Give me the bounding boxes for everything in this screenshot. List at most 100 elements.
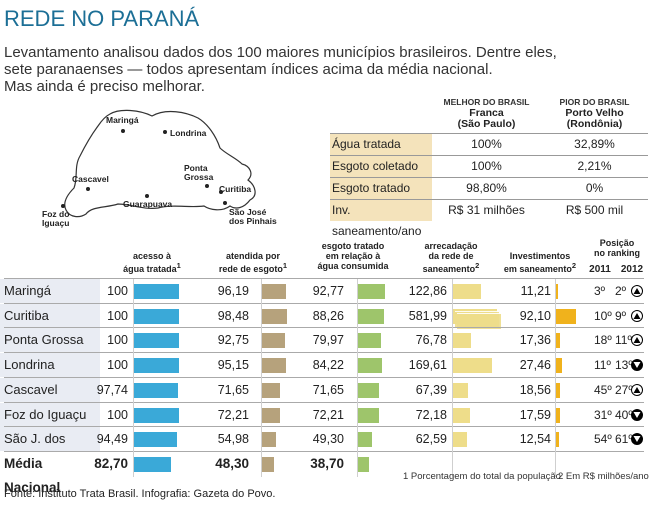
bar-arrecadacao (453, 382, 469, 398)
rank-2011: 54º (594, 432, 612, 447)
rank-2012: 2º (615, 284, 627, 298)
value-label-agua: 100 (107, 284, 128, 298)
map-label-guarapuava: Guarapuava (123, 199, 173, 209)
map-label-foz-do-iguacu: Foz do Iguaçu (42, 209, 70, 228)
city-name: Curitiba (0, 303, 100, 328)
best-city: Franca (469, 107, 504, 119)
bar-agua (134, 407, 179, 423)
bar-investimentos (556, 407, 560, 423)
trend-down-icon (631, 433, 643, 446)
bar-agua (134, 382, 178, 398)
worst-city: Porto Velho (565, 107, 624, 119)
value-label-arrecadacao: 67,39 (415, 382, 447, 397)
value-label-agua: 97,74 (96, 382, 128, 397)
city-name: Maringá (0, 279, 100, 303)
map-label-ponta-grossa: Ponta Grossa (184, 163, 214, 182)
bar-tratado (358, 358, 383, 374)
bar-agua (134, 358, 179, 374)
rank-2011: 18º (594, 333, 612, 348)
reference-row: Inv. saneamento/ano R$ 31 milhões R$ 500… (330, 200, 648, 238)
value-label-esgoto: 48,30 (215, 455, 249, 471)
map-label-sao-jose-dos-pinhais: São José dos Pinhais (229, 207, 277, 226)
city-name: Ponta Grossa (0, 328, 100, 353)
value-label-investimentos: 17,59 (519, 407, 551, 422)
value-label-esgoto: 71,65 (217, 382, 249, 397)
bar-investimentos (556, 284, 559, 299)
value-label-tratado: 38,70 (310, 455, 344, 471)
value-label-arrecadacao: 122,86 (408, 284, 447, 298)
value-label-arrecadacao: 581,99 (408, 308, 447, 323)
bar-arrecadacao (453, 407, 470, 423)
bar-arrecadacao-stack (457, 312, 501, 329)
bar-tratado (358, 382, 379, 398)
value-label-esgoto: 95,15 (217, 358, 249, 373)
value-label-tratado: 49,30 (312, 432, 344, 447)
national-average-label: Média Nacional (0, 451, 100, 495)
value-label-tratado: 72,21 (312, 407, 344, 422)
map-dot-londrina (163, 130, 167, 134)
map-label-londrina: Londrina (170, 128, 207, 138)
bar-arrecadacao (453, 432, 468, 448)
value-label-investimentos: 11,21 (520, 284, 551, 298)
parana-state-outline (64, 109, 256, 218)
trend-up-icon (631, 285, 643, 297)
city-name: Foz do Iguaçu (0, 402, 100, 427)
rank-2012: 9º (615, 308, 627, 323)
value-label-esgoto: 98,48 (217, 308, 249, 323)
bar-tratado (358, 284, 385, 299)
col-header-ranking: Posição no ranking (593, 238, 640, 258)
bar-tratado (358, 407, 379, 423)
value-label-investimentos: 27,46 (519, 358, 551, 373)
rank-2012: 13º (615, 358, 633, 373)
bar-agua (134, 432, 177, 448)
value-label-esgoto: 72,21 (217, 407, 249, 422)
bar-axis (452, 279, 453, 477)
rank-2011: 11º (594, 358, 611, 373)
bar-tratado (358, 308, 384, 324)
bar-esgoto (262, 358, 286, 374)
bar-axis (555, 279, 556, 477)
reference-row: Esgoto tratado 98,80% 0% (330, 178, 648, 200)
map-label-maringa: Maringá (106, 115, 139, 125)
bar-arrecadacao (453, 333, 471, 349)
row-separator (4, 352, 644, 354)
bar-esgoto (262, 432, 276, 448)
bar-axis (357, 279, 358, 477)
map-dot-foz-do-iguacu (61, 204, 65, 208)
ranking-year-2012: 2012 (620, 264, 644, 275)
value-label-tratado: 84,22 (312, 358, 344, 373)
ranking-year-2011: 2011 (589, 264, 611, 275)
best-state: (São Paulo) (457, 118, 516, 130)
map-dot-sao-jose-dos-pinhais (223, 201, 227, 205)
intro-line: Mas ainda é preciso melhorar. (4, 78, 205, 95)
col-header-agua: acesso à água tratada1 (123, 251, 181, 274)
row-separator (4, 278, 644, 279)
bar-tratado (358, 432, 373, 448)
intro-text: Levantamento analisou dados dos 100 maio… (4, 44, 604, 95)
map-dot-curitiba (219, 190, 223, 194)
row-separator (4, 426, 644, 428)
bar-agua (134, 284, 179, 299)
value-label-arrecadacao: 76,78 (415, 333, 447, 348)
bar-investimentos (556, 333, 560, 349)
value-label-agua: 82,70 (94, 455, 128, 471)
bar-esgoto (262, 284, 287, 299)
bar-esgoto (262, 382, 280, 398)
trend-up-icon (631, 334, 643, 347)
reference-row: Esgoto coletado 100% 2,21% (330, 156, 648, 178)
bar-agua (134, 308, 179, 324)
rank-2011: 10º (594, 308, 612, 323)
value-label-agua: 100 (107, 407, 128, 422)
value-label-arrecadacao: 62,59 (415, 432, 447, 447)
value-label-tratado: 92,77 (312, 284, 344, 298)
value-label-tratado: 88,26 (312, 308, 344, 323)
city-name: Cascavel (0, 377, 100, 402)
row-separator (4, 401, 644, 403)
bar-investimentos (556, 382, 561, 398)
value-label-investimentos: 18,56 (519, 382, 551, 397)
bar-tratado (358, 333, 382, 349)
bar-esgoto (262, 407, 281, 423)
value-label-tratado: 79,97 (312, 333, 344, 348)
value-label-esgoto: 96,19 (217, 284, 249, 298)
map-label-cascavel: Cascavel (72, 174, 109, 184)
